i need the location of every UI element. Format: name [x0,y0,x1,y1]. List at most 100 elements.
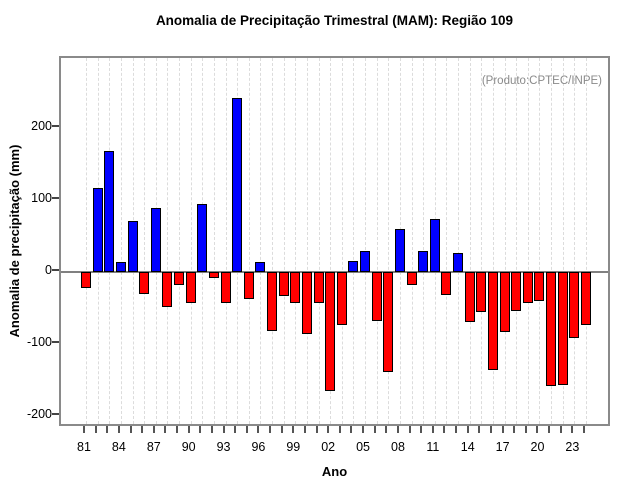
x-tick [303,426,306,433]
gridline [423,58,425,424]
bar-1990 [185,271,196,304]
x-tick [245,426,248,433]
gridline [551,58,553,424]
bar-1986 [139,271,150,295]
x-tick-label: 23 [565,440,580,454]
bar-1999 [290,271,301,303]
x-tick [292,426,295,433]
y-tick-label: 0 [45,262,52,277]
x-tick-label: 96 [251,440,266,454]
gridline [190,58,192,424]
x-tick-label: 84 [111,440,126,454]
x-tick [94,426,97,433]
gridline [167,58,169,424]
x-tick-label: 02 [321,440,336,454]
x-tick [129,426,132,433]
x-tick [362,426,365,433]
bar-1996 [255,261,266,272]
bar-2022 [557,271,568,385]
gridline [213,58,215,424]
x-tick [117,426,120,433]
bar-2024 [581,271,591,326]
x-tick-label: 81 [77,440,91,454]
gridline [388,58,390,424]
bar-1998 [278,271,289,296]
gridline [306,58,308,424]
bar-1987 [150,207,161,272]
chart-title: Anomalia de Precipitação Trimestral (MAM… [155,13,514,28]
x-tick [210,426,213,433]
x-tick [222,426,225,433]
gridline [86,58,87,424]
bar-2013 [453,253,464,272]
gridline [260,58,262,424]
gridline [330,58,332,424]
bar-1982 [92,188,103,272]
x-tick [106,426,109,433]
bar-1983 [104,150,115,272]
gridline [248,58,250,424]
x-tick [350,426,353,433]
gridline [283,58,285,424]
x-tick [176,426,179,433]
gridline [527,58,529,424]
gridline [492,58,494,424]
x-tick [269,426,272,433]
gridline [341,58,343,424]
gridline [458,58,460,424]
x-tick [431,426,434,433]
x-tick [478,426,481,433]
plot-area: (Produto:CPTEC/INPE) [59,56,610,426]
bar-2014 [464,271,475,323]
gridline [295,58,297,424]
x-tick [466,426,469,433]
bar-2017 [499,271,510,333]
x-tick [83,426,85,433]
gridline [144,58,146,424]
gridline [376,58,378,424]
bar-2005 [360,250,371,272]
x-tick [199,426,202,433]
gridline [469,58,471,424]
x-tick [373,426,376,433]
bar-1997 [267,271,278,331]
gridline [225,58,227,424]
bar-2019 [522,271,533,304]
bar-2018 [511,271,522,311]
y-tick [52,196,59,199]
x-tick-label: 99 [286,440,301,454]
bar-1981 [81,271,91,289]
bar-1994 [232,97,243,272]
x-tick [164,426,167,433]
x-tick [548,426,551,433]
x-tick [536,426,539,433]
gridline [574,58,576,424]
x-tick-label: 08 [391,440,405,454]
x-tick [571,426,574,433]
bar-2002 [325,271,336,391]
bar-1993 [220,271,231,304]
x-tick [280,426,283,433]
x-tick [315,426,318,433]
bar-1989 [174,271,185,286]
bar-2020 [534,271,545,302]
x-tick [513,426,516,433]
bar-2001 [313,271,324,303]
bar-2015 [476,271,487,313]
bar-2006 [371,271,382,321]
x-tick [420,426,423,433]
x-tick [455,426,458,433]
watermark-text: (Produto:CPTEC/INPE) [481,75,602,87]
gridline [365,58,367,424]
y-tick-label: -200 [26,406,52,421]
x-tick [396,426,399,433]
x-tick [583,426,585,433]
x-tick [152,426,155,433]
x-tick [443,426,446,433]
bar-2021 [546,271,557,386]
gridline [586,58,587,424]
gridline [411,58,413,424]
bar-2012 [441,271,452,295]
x-tick-label: 20 [530,440,545,454]
x-tick-label: 05 [356,440,371,454]
